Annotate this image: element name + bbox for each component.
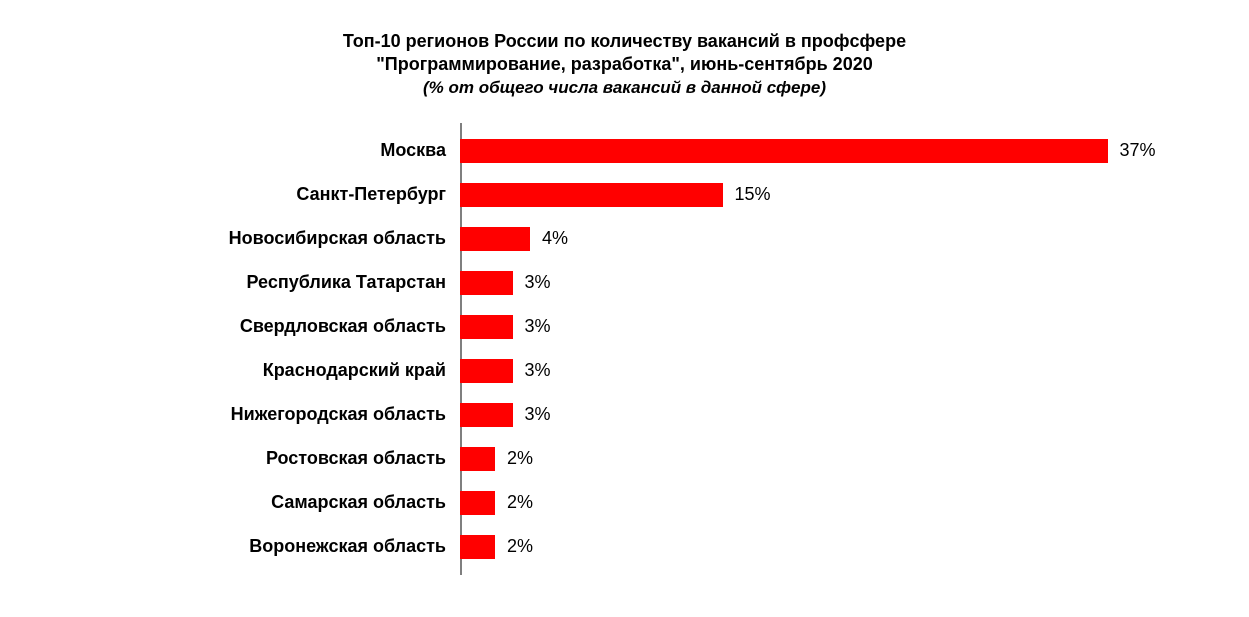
bar-row: Свердловская область 3% <box>80 305 1169 349</box>
value-label: 37% <box>1120 140 1156 161</box>
bar-row: Ростовская область 2% <box>80 437 1169 481</box>
category-label: Ростовская область <box>80 448 460 469</box>
bar-area: 3% <box>460 305 1169 349</box>
bar <box>460 359 513 383</box>
bar <box>460 491 495 515</box>
value-label: 3% <box>525 360 551 381</box>
bar-row: Республика Татарстан 3% <box>80 261 1169 305</box>
bar-row: Самарская область 2% <box>80 481 1169 525</box>
bar-area: 4% <box>460 217 1169 261</box>
bar <box>460 403 513 427</box>
chart-subtitle: (% от общего числа вакансий в данной сфе… <box>80 77 1169 99</box>
category-label: Москва <box>80 140 460 161</box>
bar-row: Воронежская область 2% <box>80 525 1169 569</box>
category-label: Самарская область <box>80 492 460 513</box>
bar <box>460 271 513 295</box>
bar-area: 3% <box>460 349 1169 393</box>
bar-area: 37% <box>460 129 1169 173</box>
chart-title-line1: Топ-10 регионов России по количеству вак… <box>80 30 1169 53</box>
category-label: Краснодарский край <box>80 360 460 381</box>
bar-area: 3% <box>460 393 1169 437</box>
category-label: Воронежская область <box>80 536 460 557</box>
bar <box>460 447 495 471</box>
chart-title-block: Топ-10 регионов России по количеству вак… <box>80 30 1169 99</box>
chart-container: Топ-10 регионов России по количеству вак… <box>0 0 1249 599</box>
value-label: 15% <box>735 184 771 205</box>
bar <box>460 227 530 251</box>
bar <box>460 183 723 207</box>
bar-area: 2% <box>460 481 1169 525</box>
value-label: 3% <box>525 272 551 293</box>
bar <box>460 139 1108 163</box>
bar <box>460 535 495 559</box>
bar-row: Нижегородская область 3% <box>80 393 1169 437</box>
value-label: 2% <box>507 492 533 513</box>
category-label: Нижегородская область <box>80 404 460 425</box>
value-label: 4% <box>542 228 568 249</box>
bar-row: Новосибирская область 4% <box>80 217 1169 261</box>
chart-title-line2: "Программирование, разработка", июнь-сен… <box>80 53 1169 76</box>
bar-row: Санкт-Петербург 15% <box>80 173 1169 217</box>
bar-area: 15% <box>460 173 1169 217</box>
bar-row: Москва 37% <box>80 129 1169 173</box>
chart-plot-area: Москва 37% Санкт-Петербург 15% Новосибирская… <box>80 129 1169 569</box>
category-label: Свердловская область <box>80 316 460 337</box>
value-label: 3% <box>525 316 551 337</box>
category-label: Новосибирская область <box>80 228 460 249</box>
bar-area: 2% <box>460 525 1169 569</box>
value-label: 2% <box>507 448 533 469</box>
value-label: 3% <box>525 404 551 425</box>
value-label: 2% <box>507 536 533 557</box>
category-label: Республика Татарстан <box>80 272 460 293</box>
bar-row: Краснодарский край 3% <box>80 349 1169 393</box>
bar <box>460 315 513 339</box>
bar-area: 2% <box>460 437 1169 481</box>
category-label: Санкт-Петербург <box>80 184 460 205</box>
bar-area: 3% <box>460 261 1169 305</box>
